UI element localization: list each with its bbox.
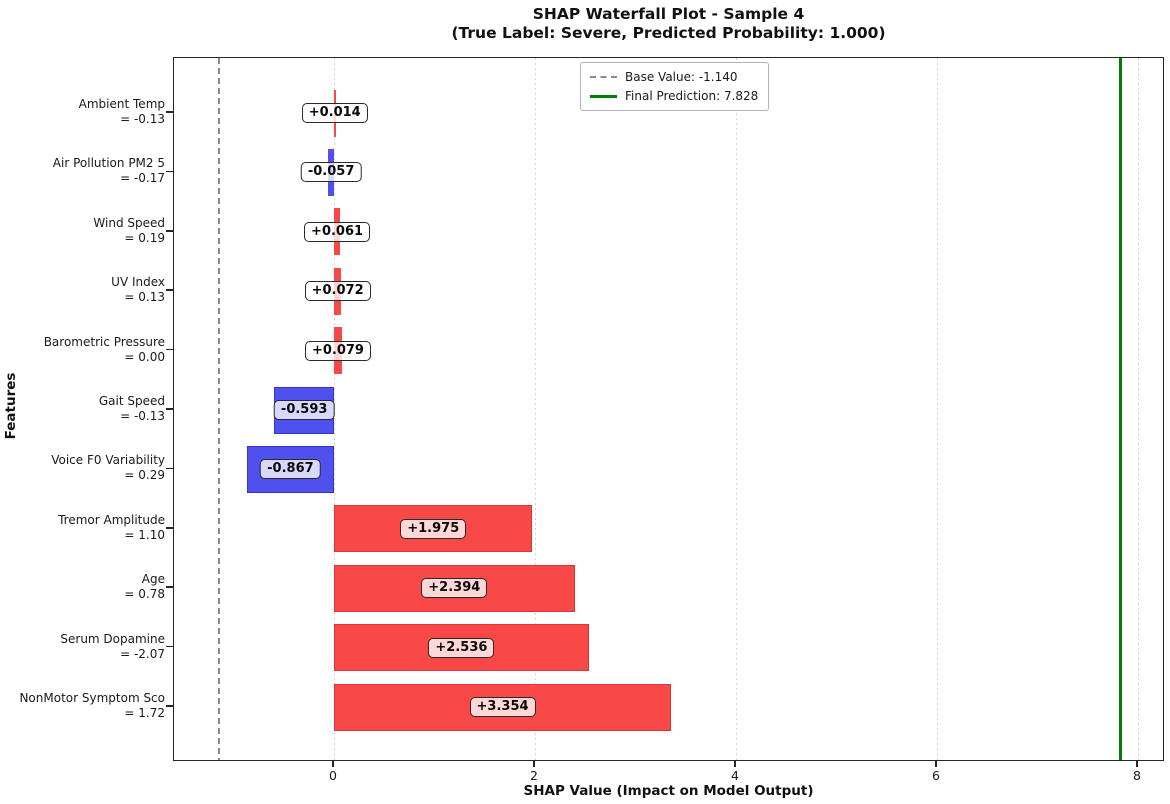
feature-name: Tremor Amplitude: [58, 512, 165, 527]
feature-label: Tremor Amplitude = 1.10: [58, 513, 165, 543]
x-tick-label: 6: [932, 768, 940, 783]
solid-line-sample-icon: [590, 94, 617, 98]
feature-name: Serum Dopamine: [60, 631, 165, 646]
y-tick-mark: [166, 230, 173, 232]
feature-name: Barometric Pressure: [43, 334, 165, 349]
feature-value: = -0.13: [120, 112, 165, 126]
feature-label: Voice F0 Variability = 0.29: [51, 453, 165, 483]
y-tick-mark: [166, 170, 173, 173]
y-tick-mark: [166, 111, 173, 113]
feature-name: Air Pollution PM2 5: [52, 156, 165, 171]
y-tick-mark: [166, 527, 173, 529]
feature-value: = -2.07: [120, 646, 165, 661]
y-tick-mark: [166, 467, 173, 470]
chart-title-block: SHAP Waterfall Plot - Sample 4 (True Lab…: [173, 5, 1164, 43]
feature-label: Age = 0.78: [124, 572, 165, 602]
x-tick-label: 4: [731, 768, 739, 783]
y-tick-mark: [166, 586, 173, 588]
chart-title: SHAP Waterfall Plot - Sample 4: [532, 5, 805, 23]
x-tick-mark: [332, 761, 334, 767]
feature-value: = 0.19: [124, 230, 165, 245]
feature-name: Voice F0 Variability: [51, 453, 165, 468]
feature-label: Wind Speed = 0.19: [93, 216, 165, 246]
feature-value: = 0.13: [124, 290, 165, 305]
dashed-line-sample-icon: [590, 76, 617, 78]
gridline: [735, 58, 737, 760]
feature-value: = -0.17: [120, 171, 165, 186]
gridline: [534, 58, 536, 760]
gridline: [1137, 58, 1139, 760]
y-tick-mark: [166, 705, 173, 707]
bar-value-label: -0.057: [300, 162, 362, 183]
x-tick-mark: [935, 761, 937, 767]
bar-value-label: +3.354: [469, 697, 536, 717]
x-tick-label: 2: [530, 768, 538, 783]
feature-name: Ambient Temp: [78, 97, 165, 111]
y-tick-mark: [166, 348, 173, 351]
feature-value: = -0.13: [120, 409, 165, 423]
y-axis-label: Features: [3, 372, 19, 440]
feature-label: Gait Speed = -0.13: [99, 394, 165, 424]
gridline: [936, 58, 938, 760]
bar-value-label: +1.975: [400, 518, 467, 539]
feature-name: Age: [141, 572, 165, 587]
y-tick-mark: [166, 289, 173, 291]
bar-value-label: +2.536: [428, 637, 495, 658]
feature-label: NonMotor Symptom Sco = 1.72: [19, 691, 165, 721]
bar-value-label: +2.394: [421, 578, 488, 599]
feature-value: = 0.00: [124, 349, 165, 364]
bar-value-label: -0.593: [273, 400, 335, 420]
feature-value: = 0.29: [124, 468, 165, 483]
bar-value-label: +0.072: [304, 281, 371, 302]
bar-value-label: +0.014: [301, 103, 368, 123]
y-tick-mark: [166, 645, 173, 648]
x-tick-mark: [533, 761, 535, 767]
feature-name: NonMotor Symptom Sco: [19, 691, 165, 705]
x-tick-label: 8: [1133, 768, 1141, 783]
base-value-line: [218, 58, 221, 760]
feature-label: Barometric Pressure = 0.00: [44, 335, 165, 365]
feature-label: Air Pollution PM2 5 = -0.17: [53, 156, 165, 186]
feature-value: = 1.72: [124, 706, 165, 720]
y-tick-mark: [166, 408, 173, 410]
feature-name: UV Index: [111, 275, 165, 290]
legend-label: Base Value: -1.140: [625, 70, 738, 84]
x-tick-mark: [734, 761, 736, 767]
feature-name: Gait Speed: [98, 394, 165, 408]
bar-value-label: +0.079: [304, 340, 371, 361]
legend-item-final-prediction: Final Prediction: 7.828: [590, 88, 758, 104]
legend: Base Value: -1.140 Final Prediction: 7.8…: [580, 62, 770, 111]
x-tick-mark: [1136, 761, 1138, 767]
x-tick-label: 0: [329, 768, 337, 783]
x-axis-label: SHAP Value (Impact on Model Output): [523, 783, 814, 799]
feature-value: = 1.10: [124, 527, 165, 542]
bar-value-label: -0.867: [260, 459, 321, 480]
feature-label: Ambient Temp = -0.13: [79, 97, 165, 127]
plot-area: Base Value: -1.140 Final Prediction: 7.8…: [173, 57, 1164, 761]
feature-name: Wind Speed: [93, 215, 165, 230]
chart-subtitle: (True Label: Severe, Predicted Probabili…: [451, 24, 886, 42]
feature-label: UV Index = 0.13: [111, 275, 165, 305]
feature-value: = 0.78: [124, 587, 165, 602]
final-prediction-line: [1119, 58, 1123, 760]
feature-label: Serum Dopamine = -2.07: [60, 632, 165, 662]
legend-item-base-value: Base Value: -1.140: [590, 69, 758, 85]
bar-value-label: +0.061: [304, 221, 371, 242]
legend-label: Final Prediction: 7.828: [625, 89, 759, 103]
